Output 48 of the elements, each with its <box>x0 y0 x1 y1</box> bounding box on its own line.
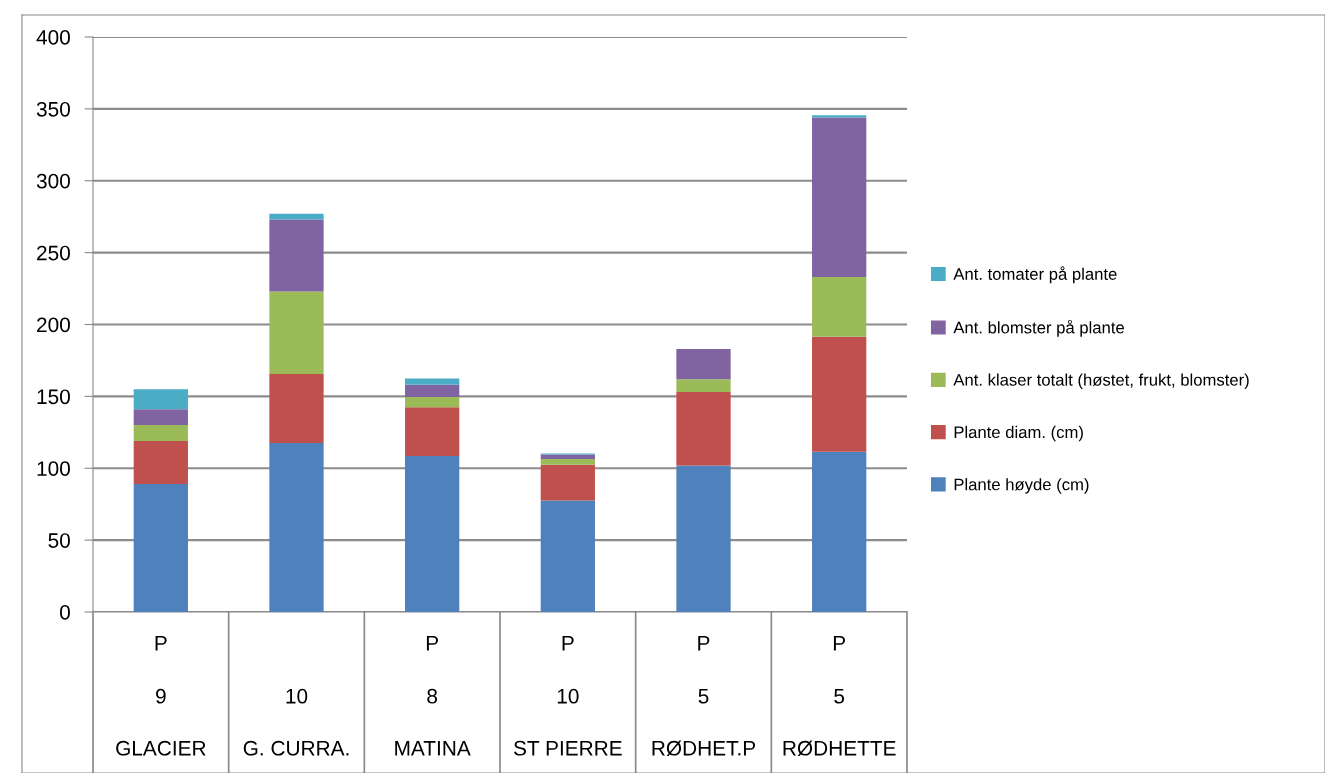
bar <box>540 464 595 501</box>
bar <box>269 374 324 444</box>
bar <box>269 443 324 612</box>
legend-label: Plante diam. (cm) <box>954 425 1083 442</box>
category-label: 10 G. CURRA. <box>243 688 349 756</box>
bar <box>540 500 595 612</box>
bar <box>812 115 867 118</box>
bar <box>676 348 731 380</box>
bar <box>812 117 867 278</box>
y-tick-label: 0 <box>60 605 70 620</box>
bar <box>133 409 188 426</box>
bar <box>676 392 731 466</box>
bar <box>812 336 867 452</box>
bar <box>812 451 867 612</box>
y-tick-label: 150 <box>37 389 70 405</box>
bar <box>405 397 460 408</box>
bar <box>676 379 731 393</box>
bar <box>405 407 460 457</box>
bar <box>269 291 324 375</box>
bar <box>676 465 731 612</box>
y-tick-label: 250 <box>37 245 70 261</box>
y-tick-label: 400 <box>36 30 70 45</box>
legend-label: Ant. tomater på plante <box>953 266 1117 284</box>
y-tick-label: 200 <box>37 317 70 333</box>
y-tick-label: 50 <box>48 533 70 548</box>
legend-label: Ant. blomster på plante <box>953 319 1124 337</box>
bar <box>133 425 188 441</box>
bar <box>540 458 595 465</box>
bar <box>133 440 188 485</box>
bar <box>405 456 460 612</box>
y-tick-label: 350 <box>36 101 70 117</box>
category-label: P 5 RØDHET.P <box>652 636 756 756</box>
y-tick-label: 100 <box>37 461 70 476</box>
bar <box>133 389 188 410</box>
bar <box>405 378 460 385</box>
category-label: P 10 ST PIERRE <box>513 636 622 756</box>
bar <box>540 454 595 459</box>
legend-label: Ant. klaser totalt (høstet, frukt, blomster) <box>953 373 1249 390</box>
bar <box>269 219 324 292</box>
bar <box>812 277 867 337</box>
bar <box>405 384 460 398</box>
category-label: P 8 MATINA <box>395 636 471 756</box>
y-tick-label: 300 <box>36 173 70 189</box>
legend-label: Plante høyde (cm) <box>954 478 1089 494</box>
category-label: P 5 RØDHETTE <box>783 636 896 756</box>
bar <box>133 484 188 612</box>
category-label: P 9 GLACIER <box>116 636 206 756</box>
bar <box>269 213 324 220</box>
